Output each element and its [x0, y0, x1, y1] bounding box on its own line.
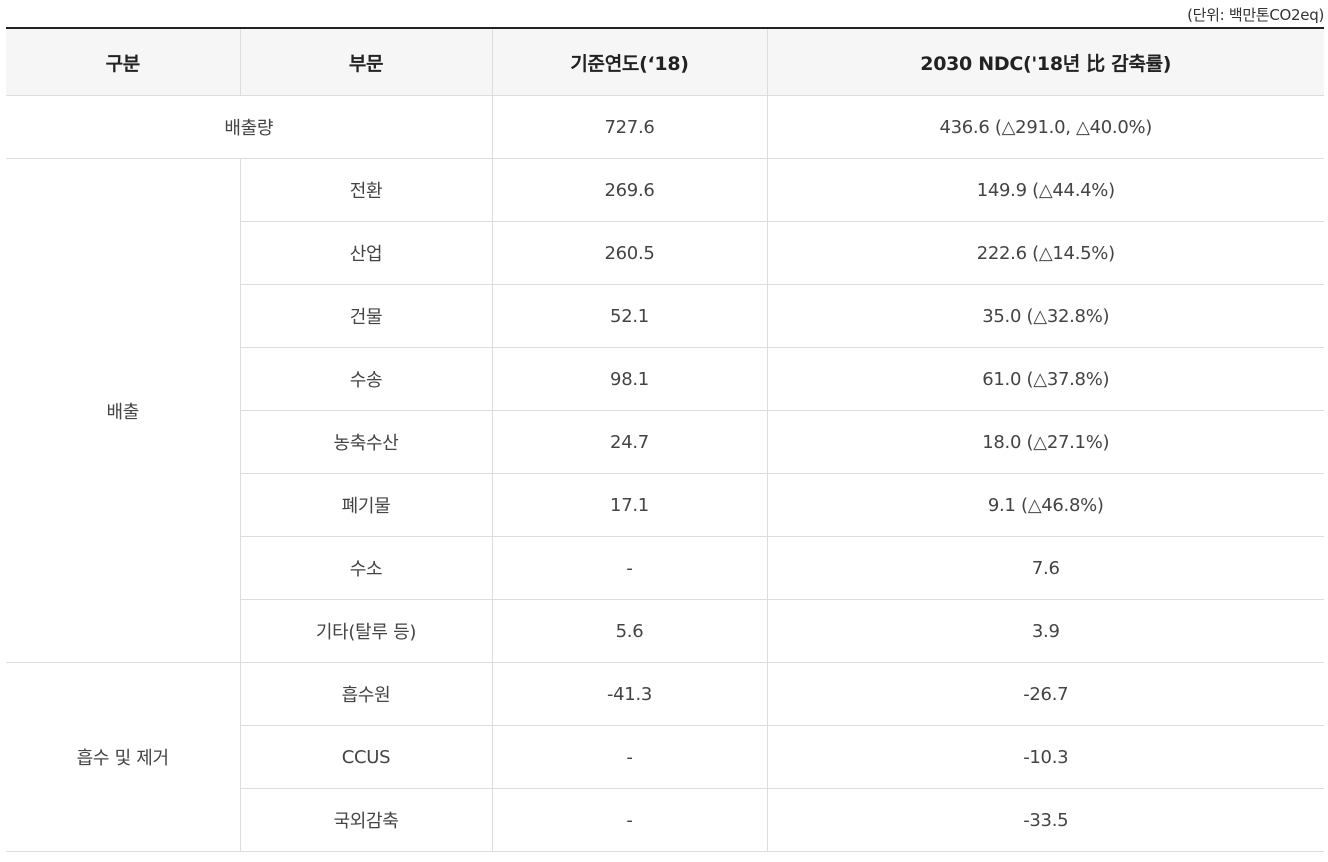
sector-cell: 폐기물 [239, 473, 493, 537]
ndc-value-cell: -10.3 [766, 725, 1324, 789]
ndc-value-cell: 222.6 (△14.5%) [766, 221, 1324, 285]
ndc-value-cell: 18.0 (△27.1%) [766, 410, 1324, 474]
ndc-value-cell: 149.9 (△44.4%) [766, 158, 1324, 222]
table-row: 수소 - 7.6 [6, 536, 1324, 600]
header-sector: 부문 [239, 28, 493, 96]
ndc-value-cell: 35.0 (△32.8%) [766, 284, 1324, 348]
header-base-year: 기준연도(‘18) [491, 28, 768, 96]
table-row: 국외감축 - -33.5 [6, 788, 1324, 852]
base-value-cell: 52.1 [491, 284, 768, 348]
table-row: 흡수 및 제거 흡수원 -41.3 -26.7 [6, 662, 1324, 852]
base-value-cell: 5.6 [491, 599, 768, 663]
emission-group-label: 배출 [6, 158, 241, 663]
base-value-cell: 98.1 [491, 347, 768, 411]
ndc-value-cell: 7.6 [766, 536, 1324, 600]
ndc-value-cell: 61.0 (△37.8%) [766, 347, 1324, 411]
table-row: 기타(탈루 등) 5.6 3.9 [6, 599, 1324, 663]
total-ndc-value: 436.6 (△291.0, △40.0%) [766, 95, 1324, 159]
sector-cell: CCUS [239, 725, 493, 789]
ndc-value-cell: -26.7 [766, 662, 1324, 726]
sector-cell: 전환 [239, 158, 493, 222]
table-row: 폐기물 17.1 9.1 (△46.8%) [6, 473, 1324, 537]
header-category: 구분 [6, 28, 241, 96]
sector-cell: 수소 [239, 536, 493, 600]
unit-note: (단위: 백만톤CO2eq) [1187, 6, 1324, 24]
ndc-value-cell: 9.1 (△46.8%) [766, 473, 1324, 537]
sector-cell: 건물 [239, 284, 493, 348]
base-value-cell: - [491, 788, 768, 852]
base-value-cell: 17.1 [491, 473, 768, 537]
sector-cell: 수송 [239, 347, 493, 411]
total-row: 배출량 727.6 436.6 (△291.0, △40.0%) [6, 95, 1324, 159]
base-value-cell: -41.3 [491, 662, 768, 726]
base-value-cell: 260.5 [491, 221, 768, 285]
sector-cell: 기타(탈루 등) [239, 599, 493, 663]
sector-cell: 농축수산 [239, 410, 493, 474]
sector-cell: 흡수원 [239, 662, 493, 726]
header-row: 구분 부문 기준연도(‘18) 2030 NDC('18년 比 감축률) [6, 28, 1324, 96]
table-row: 수송 98.1 61.0 (△37.8%) [6, 347, 1324, 411]
total-label: 배출량 [6, 95, 493, 159]
header-ndc: 2030 NDC('18년 比 감축률) [766, 28, 1324, 96]
absorption-group-label: 흡수 및 제거 [6, 662, 241, 852]
base-value-cell: 24.7 [491, 410, 768, 474]
total-base-value: 727.6 [491, 95, 768, 159]
base-value-cell: - [491, 536, 768, 600]
table-row: 배출 전환 269.6 149.9 (△44.4%) [6, 158, 1324, 663]
base-value-cell: 269.6 [491, 158, 768, 222]
sector-cell: 국외감축 [239, 788, 493, 852]
ndc-value-cell: 3.9 [766, 599, 1324, 663]
sector-cell: 산업 [239, 221, 493, 285]
ndc-emission-table: 구분 부문 기준연도(‘18) 2030 NDC('18년 比 감축률) 배출량… [6, 27, 1324, 852]
ndc-value-cell: -33.5 [766, 788, 1324, 852]
base-value-cell: - [491, 725, 768, 789]
table-row: 농축수산 24.7 18.0 (△27.1%) [6, 410, 1324, 474]
